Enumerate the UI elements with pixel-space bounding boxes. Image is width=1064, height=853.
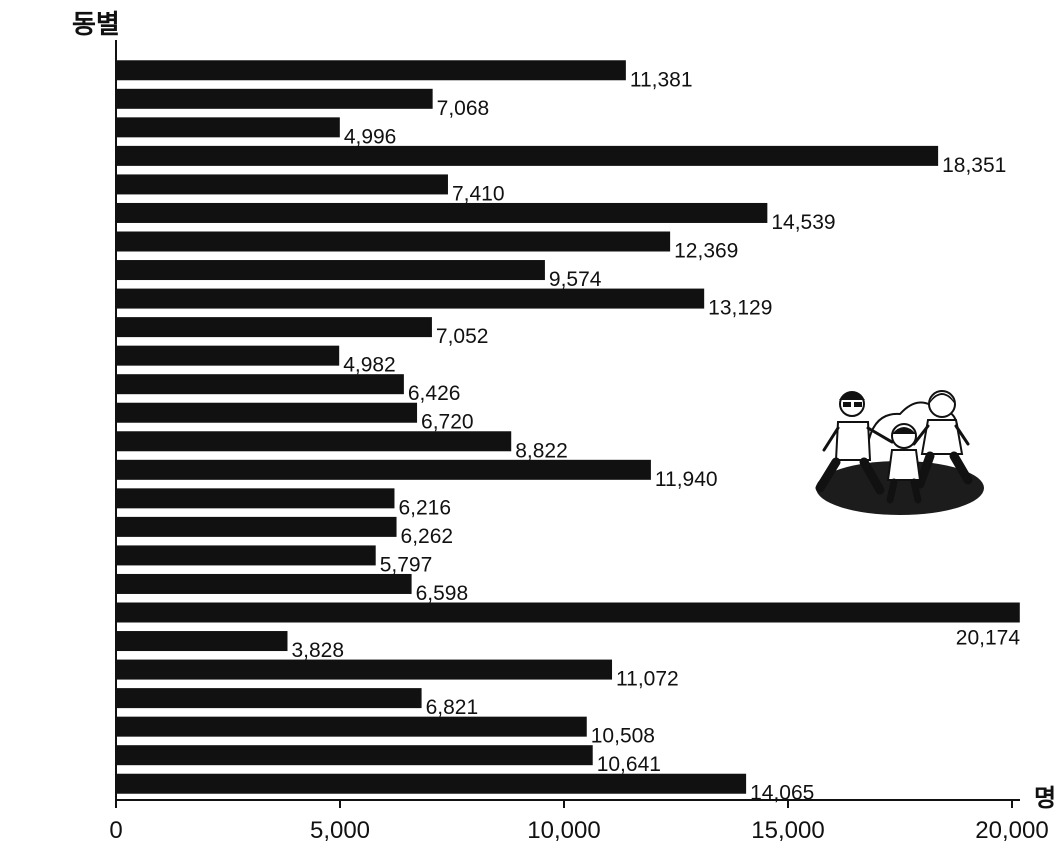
bar [116, 688, 422, 709]
bar [116, 202, 768, 223]
bar [116, 716, 587, 737]
bar [116, 402, 418, 423]
x-tick-label: 15,000 [751, 817, 824, 844]
bar [116, 260, 545, 281]
bar-value-label: 20,174 [956, 627, 1021, 650]
x-tick-label: 0 [109, 817, 122, 844]
bar [116, 659, 613, 680]
bar [116, 602, 1020, 623]
children-group-icon [815, 390, 984, 515]
bar-value-label: 11,381 [630, 68, 693, 91]
bar [116, 174, 448, 195]
bar [116, 516, 397, 537]
bar-value-label: 7,068 [437, 97, 490, 120]
bar [116, 317, 432, 338]
bar [116, 231, 671, 252]
x-tick-label: 20,000 [975, 817, 1048, 844]
axes-group: 0 5,000 10,000 15,000 20,000 [109, 40, 1049, 844]
bar-value-label: 6,720 [421, 411, 474, 434]
bar [116, 459, 651, 480]
bar [116, 431, 512, 452]
bars-group [116, 60, 1020, 794]
bar-value-label: 6,426 [408, 382, 461, 405]
bar-value-label: 9,574 [549, 268, 602, 291]
bar [116, 573, 412, 594]
bar [116, 374, 404, 395]
bar-value-label: 4,982 [343, 354, 396, 377]
bar [116, 545, 376, 566]
bar-value-label: 11,940 [655, 468, 718, 491]
bar-value-label: 7,410 [452, 182, 505, 205]
bar-value-label: 6,216 [398, 496, 451, 519]
x-tick-label: 5,000 [310, 817, 370, 844]
bar [116, 60, 626, 81]
bar-value-label: 14,065 [750, 782, 814, 805]
bar-value-label: 8,822 [515, 439, 568, 462]
bar [116, 117, 340, 138]
bar-value-label: 6,262 [401, 525, 454, 548]
bar [116, 745, 593, 766]
bar-value-label: 13,129 [708, 297, 772, 320]
bar [116, 345, 340, 366]
bar-value-label: 7,052 [436, 325, 489, 348]
bar [116, 773, 747, 794]
bar-value-label: 6,598 [416, 582, 469, 605]
value-labels-group: 11,381 7,068 4,996 18,351 7,410 14,539 12,369 9… [291, 68, 1020, 804]
bar [116, 631, 288, 652]
bar-value-label: 12,369 [674, 240, 738, 263]
bar [116, 145, 939, 166]
bar-value-label: 4,996 [344, 125, 397, 148]
bar-value-label: 14,539 [771, 211, 835, 234]
bar-value-label: 3,828 [291, 639, 344, 662]
bar [116, 88, 433, 109]
bar-value-label: 18,351 [942, 154, 1006, 177]
x-axis-unit: 명 [1034, 783, 1057, 812]
y-axis-title: 동별 [72, 10, 120, 40]
x-tick-label: 10,000 [527, 817, 600, 844]
bar-value-label: 10,508 [591, 725, 655, 748]
bar-value-label: 5,797 [380, 553, 433, 576]
bar [116, 288, 705, 309]
bar-value-label: 6,821 [426, 696, 479, 719]
bar [116, 488, 395, 509]
bar-value-label: 10,641 [597, 753, 661, 776]
bar-value-label: 11,072 [616, 668, 679, 691]
